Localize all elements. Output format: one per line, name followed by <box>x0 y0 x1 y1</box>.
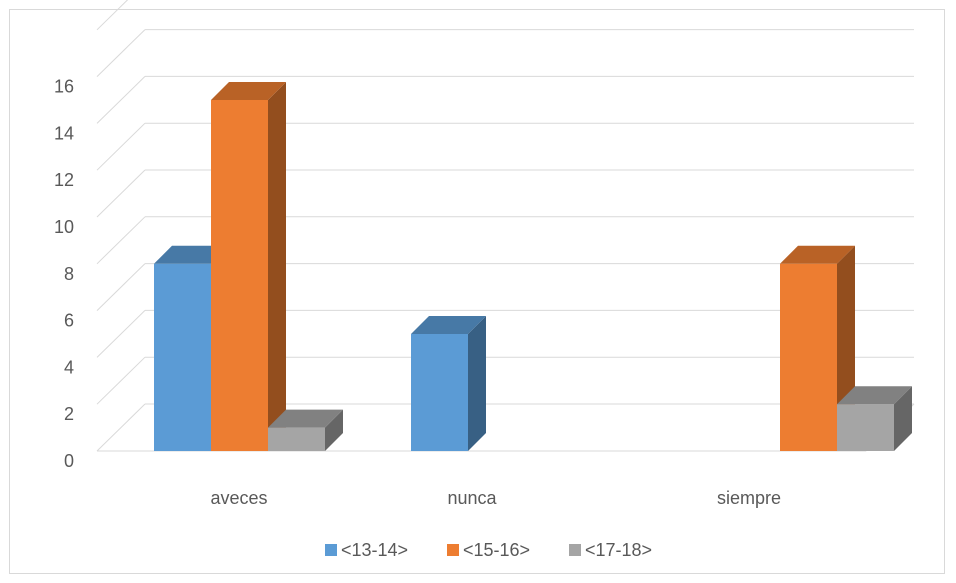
x-category-label: aveces <box>210 488 267 508</box>
bar-front <box>411 334 468 451</box>
bar-front <box>268 427 325 451</box>
x-category-label: nunca <box>447 488 497 508</box>
legend: <13-14> <15-16> <17-18> <box>325 540 652 560</box>
bar-side <box>894 386 912 451</box>
legend-swatch <box>569 544 581 556</box>
gridline-wall <box>96 29 146 77</box>
y-tick-label: 2 <box>64 404 74 424</box>
bar <box>837 386 912 451</box>
x-axis-categories: aveces nunca siempre <box>210 488 781 508</box>
x-category-label: siempre <box>717 488 781 508</box>
y-tick-label: 12 <box>54 170 74 190</box>
y-tick-label: 0 <box>64 451 74 471</box>
legend-item: <15-16> <box>447 540 530 560</box>
bar <box>268 409 343 451</box>
y-tick-label: 6 <box>64 311 74 331</box>
bar-top <box>780 245 855 264</box>
gridline-wall <box>96 356 146 405</box>
gridline-wall <box>96 76 146 124</box>
gridline-wall <box>96 0 129 31</box>
bar-front <box>837 404 894 451</box>
bar-top <box>211 82 286 100</box>
y-tick-label: 16 <box>54 77 74 97</box>
gridline-wall <box>96 263 146 311</box>
bar-side <box>325 409 343 451</box>
legend-swatch <box>325 544 337 556</box>
legend-label: <13-14> <box>341 540 408 560</box>
bar <box>211 82 286 451</box>
bar-top <box>268 409 343 428</box>
bar <box>411 316 486 451</box>
legend-item: <13-14> <box>325 540 408 560</box>
bar-side <box>468 316 486 451</box>
y-axis-ticks: 0 2 4 6 8 10 12 14 16 <box>54 77 74 471</box>
y-tick-label: 4 <box>64 357 74 377</box>
legend-item: <17-18> <box>569 540 652 560</box>
bar-top <box>154 245 229 264</box>
bar-top <box>411 316 486 334</box>
legend-label: <17-18> <box>585 540 652 560</box>
bar <box>780 245 855 451</box>
bars <box>154 82 912 451</box>
bar-front <box>154 263 211 451</box>
y-tick-label: 14 <box>54 123 74 143</box>
gridline-wall <box>96 169 146 218</box>
bar-front <box>211 100 268 451</box>
bar-side <box>268 82 286 451</box>
bar-top <box>837 386 912 405</box>
y-tick-label: 8 <box>64 264 74 284</box>
bar-front <box>780 263 837 451</box>
gridline-wall <box>96 403 146 452</box>
y-tick-label: 10 <box>54 217 74 237</box>
gridline-wall <box>96 310 146 358</box>
legend-swatch <box>447 544 459 556</box>
gridline-wall <box>96 122 146 171</box>
gridline-wall <box>96 216 146 265</box>
legend-label: <15-16> <box>463 540 530 560</box>
